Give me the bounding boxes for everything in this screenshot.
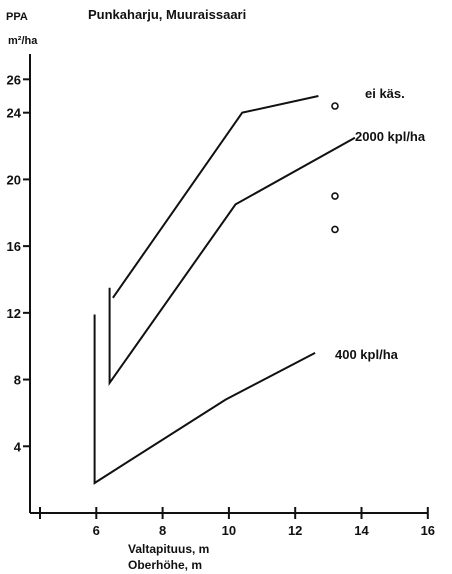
x-tick-label: 6	[93, 523, 100, 538]
x-tick-label: 10	[222, 523, 236, 538]
y-tick-label: 26	[7, 72, 21, 87]
series-lines	[93, 95, 356, 485]
y-tick-label: 4	[14, 439, 22, 454]
observation-point	[331, 102, 339, 110]
x-axis-label-1: Valtapituus, m	[128, 542, 209, 556]
x-tick-label: 8	[159, 523, 166, 538]
x-ticks: 6 8 10 12 14 16	[39, 507, 435, 538]
series-line-2	[93, 314, 316, 485]
x-axis-label-2: Oberhöhe, m	[128, 558, 202, 572]
y-ticks: 4 8 12 16 20 24 26	[7, 72, 30, 454]
series-line-1	[108, 136, 356, 387]
observation-point	[331, 225, 339, 234]
chart-title: Punkaharju, Muuraissaari	[88, 7, 246, 22]
observation-markers	[331, 102, 339, 234]
series-label-2000: 2000 kpl/ha	[355, 129, 426, 144]
y-tick-label: 20	[7, 172, 21, 187]
y-tick-label: 8	[14, 373, 21, 388]
x-tick-label: 16	[421, 523, 435, 538]
y-tick-label: 24	[7, 106, 22, 121]
y-axis-label: PPA	[6, 11, 28, 23]
series-line-0	[112, 95, 319, 299]
series-label-ei-kas: ei käs.	[365, 86, 405, 101]
observation-point	[331, 192, 339, 200]
y-axis-unit: m²/ha	[8, 35, 38, 47]
series-label-400: 400 kpl/ha	[335, 347, 399, 362]
x-tick-label: 14	[354, 523, 369, 538]
x-tick-label: 12	[288, 523, 302, 538]
y-tick-label: 16	[7, 239, 21, 254]
y-tick-label: 12	[7, 306, 21, 321]
